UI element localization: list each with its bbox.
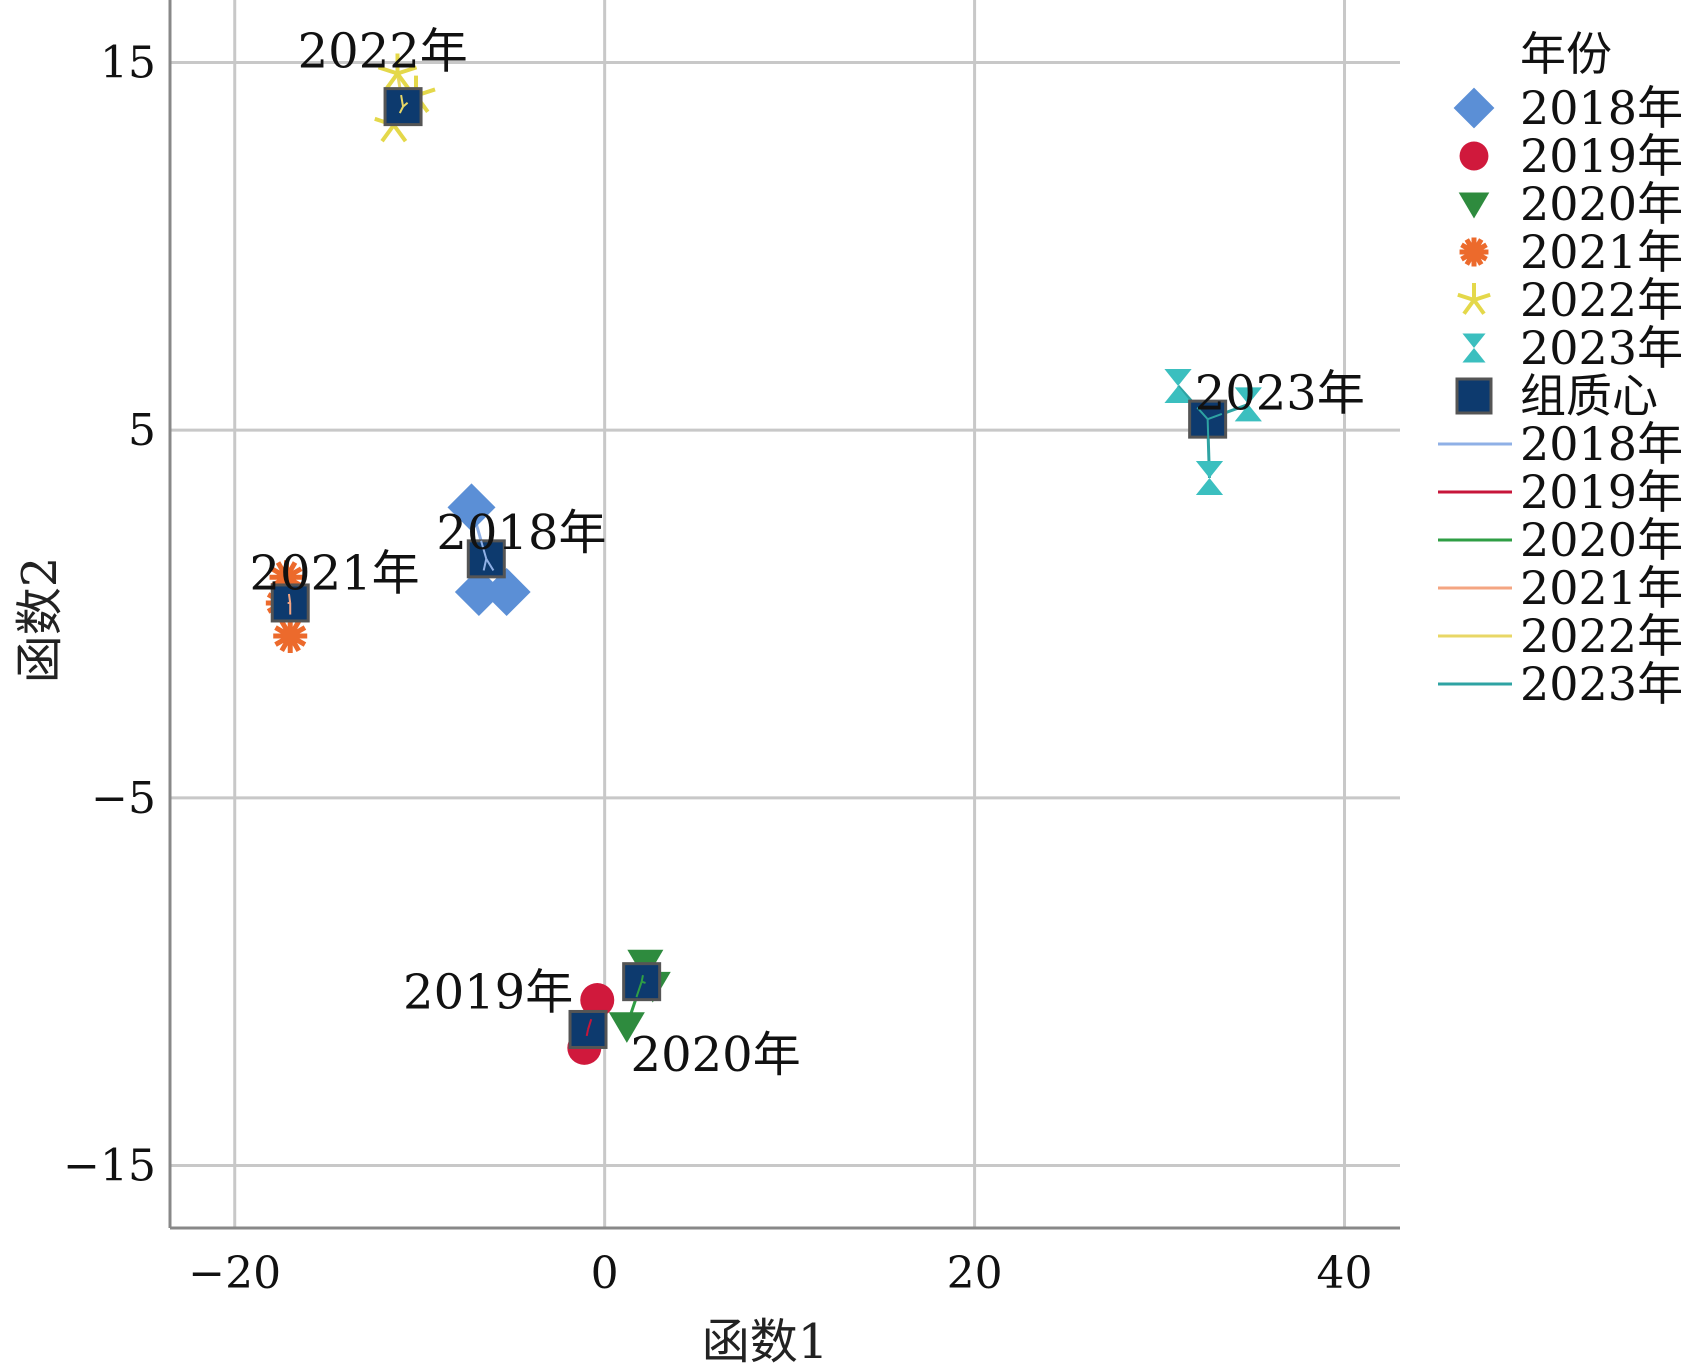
group-centroid xyxy=(270,583,310,623)
group-annotation: 2022年 xyxy=(298,23,468,79)
centroid-link-overlay xyxy=(1196,406,1209,420)
data-point xyxy=(273,619,308,654)
legend-label: 2022年 xyxy=(1520,273,1683,327)
y-tick-label: 15 xyxy=(100,38,156,89)
legend-marker xyxy=(1458,192,1490,219)
data-point xyxy=(482,567,531,616)
legend-label: 2021年 xyxy=(1520,225,1683,279)
group-annotation: 2018年 xyxy=(436,505,606,561)
centroid-link-overlay xyxy=(587,1018,593,1030)
y-tick-label: −15 xyxy=(63,1140,156,1191)
grid-lines xyxy=(170,0,1400,1228)
group-annotation: 2019年 xyxy=(403,965,573,1021)
legend-label: 2023年 xyxy=(1520,321,1683,375)
centroid-link-overlay xyxy=(480,540,488,560)
legend-label: 组质心 xyxy=(1520,369,1658,423)
data-point xyxy=(454,567,503,616)
centroid-link-overlay xyxy=(398,106,404,114)
legend-label: 2018年 xyxy=(1520,417,1683,471)
legend-label: 2020年 xyxy=(1520,177,1683,231)
x-tick-label: 40 xyxy=(1317,1248,1373,1299)
centroid-link-overlay xyxy=(482,558,488,571)
data-point xyxy=(608,1012,645,1043)
centroid-link-overlay xyxy=(1206,419,1210,440)
centroid-links xyxy=(282,73,1249,1049)
legend-label: 2019年 xyxy=(1520,465,1683,519)
legend-label: 2023年 xyxy=(1520,657,1683,711)
legend-label: 2020年 xyxy=(1520,513,1683,567)
legend-marker xyxy=(1459,237,1489,267)
data-point xyxy=(1164,369,1192,404)
group-centroid xyxy=(568,1009,608,1049)
centroid-link-overlay xyxy=(287,593,292,604)
legend-marker xyxy=(1453,87,1495,129)
centroid-link-overlay xyxy=(585,1029,589,1037)
x-tick-label: 0 xyxy=(591,1248,619,1299)
legend-label: 2018年 xyxy=(1520,81,1683,135)
legend-label: 2022年 xyxy=(1520,609,1683,663)
legend-marker xyxy=(1457,283,1491,315)
group-annotation: 2023年 xyxy=(1195,365,1365,421)
legend-marker xyxy=(1459,141,1489,171)
group-annotation: 2020年 xyxy=(631,1027,801,1083)
x-tick-label: −20 xyxy=(188,1248,281,1299)
group-annotation: 2021年 xyxy=(250,546,420,602)
centroid-link-overlay xyxy=(640,975,644,982)
group-centroids xyxy=(270,87,1228,1049)
legend-label: 2021年 xyxy=(1520,561,1683,615)
centroid-link-overlay xyxy=(1207,413,1223,421)
centroid-link-overlay xyxy=(400,94,405,107)
data-point xyxy=(580,983,615,1018)
x-tick-label: 20 xyxy=(947,1248,1003,1299)
tick-labels: −20 0 20 40 −15 −5 5 15 xyxy=(63,38,1372,1299)
data-point xyxy=(269,560,304,595)
centroid-link-overlay xyxy=(485,558,495,571)
legend: 年份 2018年2019年2020年2021年2022年2023年组质心2018… xyxy=(1438,27,1683,711)
axes xyxy=(168,0,1400,1230)
group-annotations: 2018年 2019年 2020年 2021年 2022年 2023年 xyxy=(250,23,1365,1083)
legend-title: 年份 xyxy=(1520,27,1612,81)
legend-marker xyxy=(1455,377,1493,415)
data-point xyxy=(1195,460,1224,495)
legend-label: 2019年 xyxy=(1520,129,1683,183)
data-point xyxy=(1234,387,1262,422)
legend-marker xyxy=(1462,333,1486,363)
y-axis-title: 函数2 xyxy=(12,557,68,684)
centroid-link-overlay xyxy=(635,981,643,998)
y-tick-label: 5 xyxy=(128,405,156,456)
data-point xyxy=(377,53,418,91)
x-axis-title: 函数1 xyxy=(702,1314,829,1367)
centroid-link-overlay xyxy=(641,980,646,984)
data-point xyxy=(447,483,496,532)
y-tick-label: −5 xyxy=(91,773,156,824)
